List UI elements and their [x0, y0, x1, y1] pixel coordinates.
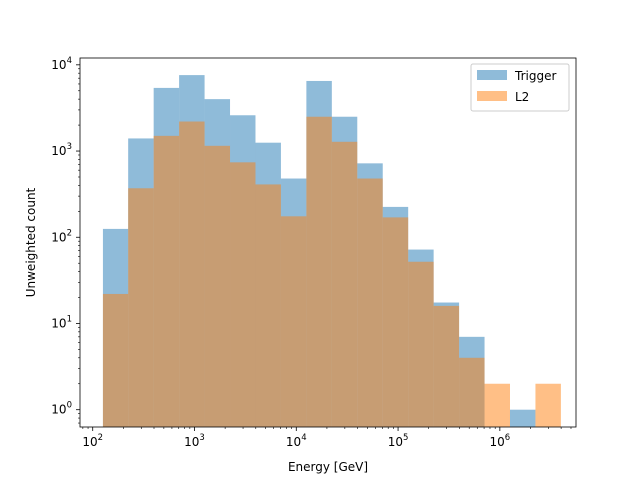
- bar-l2-1: [128, 188, 154, 427]
- y-axis-ticks: 100 101 102 103 104: [51, 56, 80, 424]
- plot-frame: [79, 57, 577, 428]
- legend-label-trigger: Trigger: [514, 69, 556, 83]
- y-tick-label: 104: [51, 56, 72, 72]
- bar-l2-7: [280, 216, 307, 427]
- bar-l2-15: [484, 383, 510, 427]
- x-tick-label: 102: [82, 433, 103, 449]
- bar-l2-4: [204, 145, 231, 427]
- y-tick-label: 102: [51, 228, 72, 244]
- bar-l2-2: [153, 135, 180, 427]
- bar-l2-5: [230, 162, 256, 427]
- bar-l2-9: [331, 141, 358, 427]
- legend-label-l2: L2: [515, 90, 529, 104]
- x-tick-label: 105: [388, 433, 409, 449]
- bar-l2-10: [357, 178, 383, 427]
- bar-l2-0: [102, 293, 129, 427]
- bar-l2-11: [382, 217, 409, 427]
- x-tick-label: 104: [286, 433, 307, 449]
- bar-l2-14: [459, 357, 485, 427]
- bar-l2-13: [433, 305, 460, 427]
- x-axis-ticks: 102 103 104 105 106: [82, 427, 572, 449]
- y-tick-label: 103: [51, 142, 72, 158]
- y-axis-label: Unweighted count: [24, 187, 38, 297]
- x-tick-label: 106: [489, 433, 510, 449]
- legend-swatch-l2: [477, 91, 507, 101]
- bar-l2-6: [255, 184, 281, 427]
- y-tick-label: 100: [51, 401, 72, 417]
- legend: Trigger L2: [470, 63, 570, 112]
- bar-l2-17: [535, 383, 561, 427]
- legend-swatch-trigger: [477, 70, 507, 80]
- y-tick-label: 101: [51, 314, 72, 330]
- bars-layer: [102, 75, 561, 428]
- bar-l2-8: [306, 116, 332, 428]
- bar-l2-3: [179, 121, 205, 427]
- x-axis-label: Energy [GeV]: [288, 460, 368, 474]
- bar-trigger-16: [509, 409, 536, 427]
- bar-l2-12: [408, 261, 434, 427]
- x-tick-label: 103: [184, 433, 205, 449]
